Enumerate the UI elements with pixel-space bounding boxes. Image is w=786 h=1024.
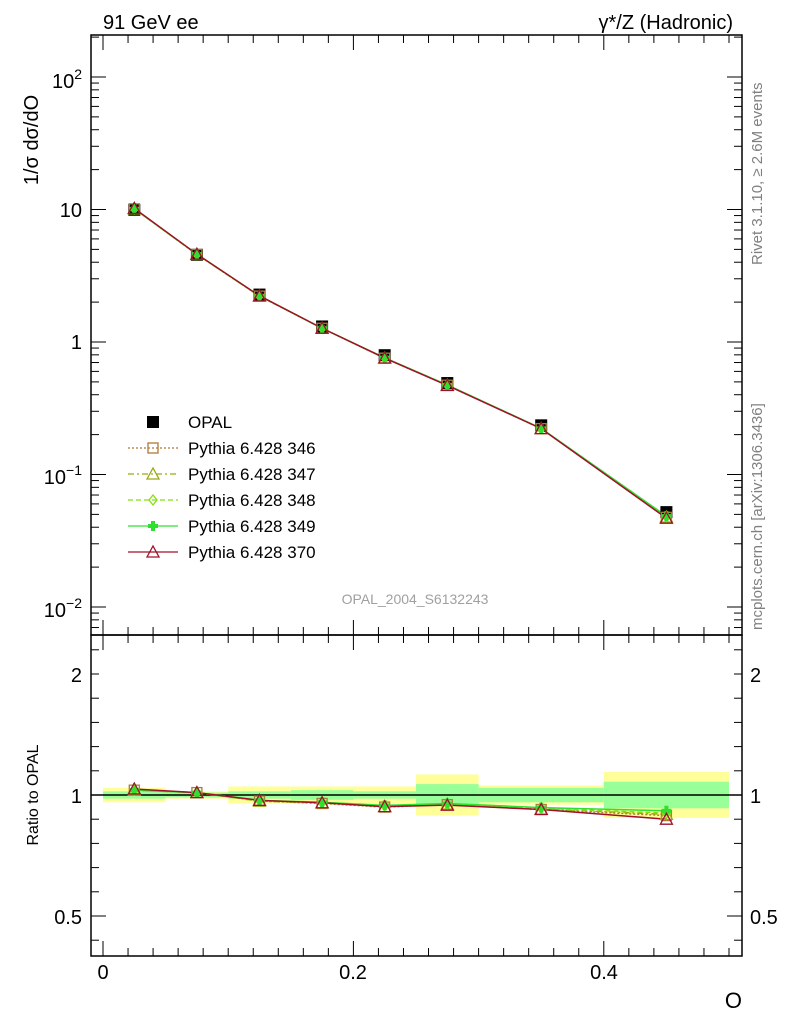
x-tick-label-0.4: 0.4 xyxy=(590,962,618,984)
main-point-s5-7 xyxy=(659,510,674,524)
y-tick-label-1: 1 xyxy=(71,332,82,354)
x-tick-label-0: 0 xyxy=(97,962,108,984)
main-point-s4-0 xyxy=(129,203,140,214)
main-series-layer xyxy=(127,201,674,524)
header-right: γ*/Z (Hadronic) xyxy=(599,12,733,34)
ratio-point-s4-6 xyxy=(534,802,549,816)
axis-ticks xyxy=(91,35,742,956)
ratio-y-tick-label-left-2: 2 xyxy=(71,665,82,687)
main-point-s4-2 xyxy=(254,290,265,301)
ratio-point-s4-7 xyxy=(659,811,674,825)
legend-label-3: Pythia 6.428 348 xyxy=(188,491,316,510)
x-tick-label-0.2: 0.2 xyxy=(339,962,367,984)
legend-marker-5 xyxy=(145,544,161,558)
ratio-y-tick-label-right-2: 2 xyxy=(750,665,761,687)
y-tick-label-10: 10 xyxy=(60,200,82,222)
main-series-line-5 xyxy=(133,207,667,519)
ratio-series-layer xyxy=(127,781,674,825)
ratio-y-tick-label-left-1: 1 xyxy=(71,786,82,808)
main-point-s4-3 xyxy=(317,323,328,334)
main-y-tick-labels: 10−2 10−1 1 10 102 xyxy=(44,66,82,622)
legend-marker-1 xyxy=(147,442,159,454)
rivet-label: Rivet 3.1.10, ≥ 2.6M events xyxy=(749,83,766,266)
ratio-series-line-4 xyxy=(134,788,667,820)
ratio-point-s3-4 xyxy=(379,800,390,811)
ratio-point-s4-4 xyxy=(377,799,392,813)
ratio-y-axis-label: Ratio to OPAL xyxy=(25,744,42,845)
ratio-y-tick-label-left-0.5: 0.5 xyxy=(54,907,82,929)
y-tick-label-1e-1: 10−1 xyxy=(44,462,82,489)
main-point-s4-6 xyxy=(536,423,547,434)
ratio-y-tick-label-right-1: 1 xyxy=(750,786,761,808)
ratio-point-s3-7 xyxy=(661,805,672,816)
ratio-point-s4-2 xyxy=(252,792,267,806)
main-point-s5-0 xyxy=(127,201,142,215)
ratio-y-tick-label-right-0.5: 0.5 xyxy=(750,907,778,929)
main-point-s5-6 xyxy=(534,421,549,435)
main-point-s5-4 xyxy=(377,350,392,364)
legend-label-2: Pythia 6.428 347 xyxy=(188,465,316,484)
ratio-point-s4-5 xyxy=(440,797,455,811)
ratio-point-s4-1 xyxy=(189,785,204,799)
ratio-point-s4-3 xyxy=(315,795,330,809)
ratio-point-s3-3 xyxy=(317,797,328,808)
legend-marker-2 xyxy=(145,466,161,480)
legend-label-0: OPAL xyxy=(188,413,232,432)
ratio-point-s3-6 xyxy=(536,802,547,813)
x-axis-label: O xyxy=(725,988,742,1013)
main-point-s5-3 xyxy=(315,320,330,334)
ratio-y-tick-labels: 0.5 1 2 0.5 1 2 xyxy=(54,665,778,929)
y-tick-label-1e2: 102 xyxy=(52,66,82,93)
analysis-watermark: OPAL_2004_S6132243 xyxy=(342,591,489,607)
main-y-axis-label: 1/σ dσ/dO xyxy=(21,95,43,185)
ratio-point-s3-2 xyxy=(254,795,265,806)
legend: OPAL Pythia 6.428 346 Pythia 6.428 347 Pyth… xyxy=(128,413,316,562)
x-tick-labels: 0 0.2 0.4 xyxy=(97,962,617,984)
y-tick-label-1e-2: 10−2 xyxy=(44,595,82,622)
header-left: 91 GeV ee xyxy=(103,12,199,34)
main-point-s5-1 xyxy=(189,246,204,260)
main-point-s4-7 xyxy=(661,511,672,522)
main-point-s5-2 xyxy=(252,288,267,302)
ratio-point-s4-0 xyxy=(127,781,142,795)
legend-label-5: Pythia 6.428 370 xyxy=(188,543,316,562)
legend-label-1: Pythia 6.428 346 xyxy=(188,439,316,458)
legend-marker-4 xyxy=(148,521,158,531)
legend-marker-0 xyxy=(147,416,159,428)
main-point-s4-1 xyxy=(191,249,202,260)
mcplots-label: mcplots.cern.ch [arXiv:1306.3436] xyxy=(749,403,766,630)
ratio-point-s3-5 xyxy=(442,798,453,809)
main-point-s4-4 xyxy=(379,352,390,363)
ratio-point-s3-0 xyxy=(129,785,140,796)
main-point-s4-5 xyxy=(442,379,453,390)
main-point-s5-5 xyxy=(440,378,455,392)
legend-marker-3 xyxy=(148,493,158,507)
ratio-point-s3-1 xyxy=(191,787,202,798)
legend-label-4: Pythia 6.428 349 xyxy=(188,517,316,536)
